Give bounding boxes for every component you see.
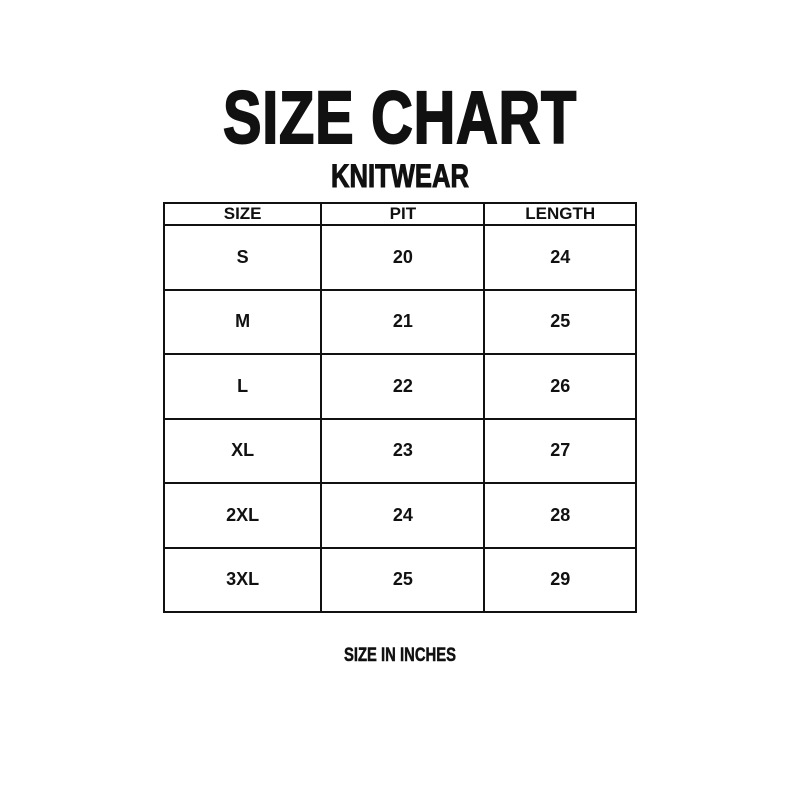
table-row: XL 23 27	[162, 417, 637, 484]
cell-size: 3XL	[162, 546, 323, 613]
cell-pit: 20	[320, 224, 486, 291]
table-row: L 22 26	[162, 353, 637, 420]
cell-length: 27	[483, 417, 637, 484]
cell-length: 28	[483, 482, 637, 549]
size-table: SIZE PIT LENGTH S 20 24 M 21 25 L 22 26 …	[162, 202, 637, 613]
header-size: SIZE	[162, 202, 323, 226]
page-title: SIZE CHART	[222, 76, 578, 159]
cell-size: L	[162, 353, 323, 420]
cell-pit: 22	[320, 353, 486, 420]
cell-pit: 25	[320, 546, 486, 613]
cell-size: 2XL	[162, 482, 323, 549]
header-pit: PIT	[320, 202, 486, 226]
cell-size: M	[162, 288, 323, 355]
cell-length: 26	[483, 353, 637, 420]
page-subtitle: KNITWEAR	[331, 158, 470, 195]
table-header-row: SIZE PIT LENGTH	[162, 202, 637, 226]
cell-pit: 24	[320, 482, 486, 549]
header-length: LENGTH	[483, 202, 637, 226]
cell-length: 25	[483, 288, 637, 355]
cell-size: XL	[162, 417, 323, 484]
table-row: S 20 24	[162, 224, 637, 291]
table-row: 3XL 25 29	[162, 546, 637, 613]
cell-pit: 21	[320, 288, 486, 355]
cell-pit: 23	[320, 417, 486, 484]
table-row: M 21 25	[162, 288, 637, 355]
cell-length: 29	[483, 546, 637, 613]
cell-size: S	[162, 224, 323, 291]
table-row: 2XL 24 28	[162, 482, 637, 549]
cell-length: 24	[483, 224, 637, 291]
units-note: SIZE IN INCHES	[343, 645, 456, 667]
